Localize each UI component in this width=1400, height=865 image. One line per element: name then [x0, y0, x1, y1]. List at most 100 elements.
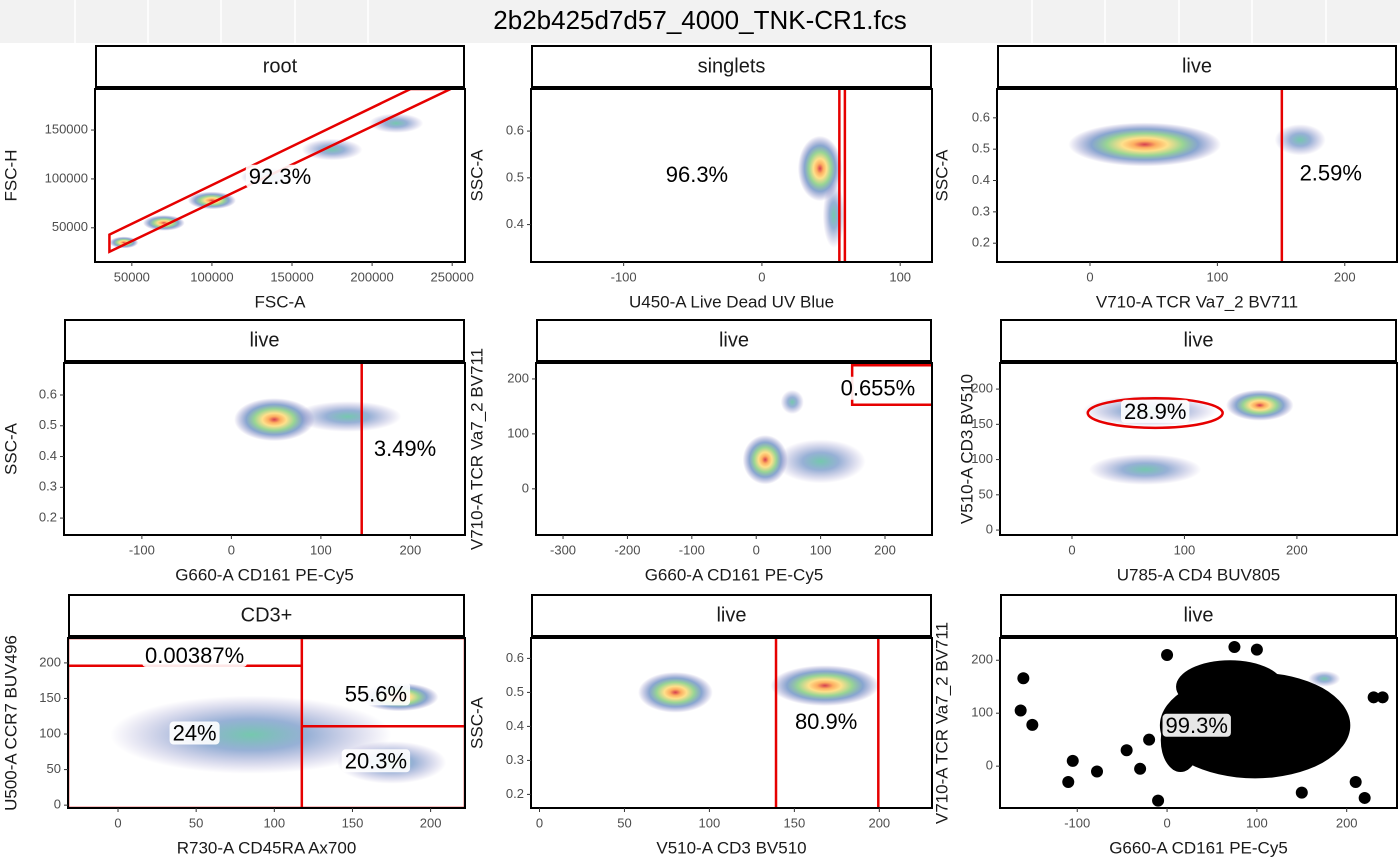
density-cluster: [780, 389, 804, 415]
x-tick-label: 100: [310, 542, 332, 557]
x-tick-label: 100: [1174, 542, 1196, 557]
x-tick-label: 200: [874, 542, 896, 557]
x-tick-label: 100: [889, 269, 911, 284]
y-tick-label: 100000: [45, 170, 88, 185]
event-point: [1376, 691, 1389, 704]
y-axis-title: SSC-A: [467, 696, 486, 749]
x-tick-label: 100: [1207, 269, 1229, 284]
density-cluster: [638, 672, 713, 713]
density-cluster: [143, 215, 185, 231]
y-tick-label: 0.5: [506, 684, 524, 699]
strip-box: [1000, 319, 1397, 362]
y-tick-label: 0.5: [972, 141, 990, 156]
x-tick-label: 0: [1068, 542, 1075, 557]
density-cluster: [1068, 122, 1222, 167]
annotation-bg: [142, 644, 248, 668]
y-tick-label: 0.4: [506, 718, 524, 733]
y-tick-label: 100: [39, 725, 61, 740]
x-axis-title: U785-A CD4 BUV805: [1117, 565, 1280, 584]
event-point: [1014, 704, 1027, 717]
y-tick-label: 0.5: [39, 417, 57, 432]
y-tick-label: 50: [979, 486, 993, 501]
y-tick-label: 200: [507, 370, 529, 385]
y-axis-title: FSC-H: [1, 150, 20, 202]
y-tick-label: 200: [39, 654, 61, 669]
density-cluster: [1308, 670, 1341, 687]
strip-box: [531, 594, 932, 637]
y-tick-label: 0.2: [39, 510, 57, 525]
density-cluster: [1088, 453, 1202, 485]
annotation: 3.49%: [374, 436, 436, 461]
x-tick-label: 100: [1246, 815, 1268, 830]
plot-area: [638, 638, 880, 808]
annotation-bg: [341, 682, 411, 706]
x-tick-label: 150000: [270, 269, 313, 284]
plot-border: [530, 88, 933, 263]
x-tick-label: 0: [536, 815, 543, 830]
density-cluster: [109, 236, 139, 249]
annotation: 99.3%: [1166, 713, 1228, 738]
event-point: [1228, 641, 1241, 654]
x-tick-label: 50: [189, 815, 203, 830]
x-tick-label: -100: [679, 542, 705, 557]
x-axis-title: G660-A CD161 PE-Cy5: [645, 565, 824, 584]
event-point: [1367, 691, 1380, 704]
plot-border: [999, 362, 1398, 536]
y-tick-label: 0.2: [972, 235, 990, 250]
plot-border: [94, 88, 466, 263]
strip-label: live: [1183, 329, 1213, 351]
x-tick-label: 100000: [190, 269, 233, 284]
strip-label: CD3+: [241, 604, 293, 626]
strip-box: [536, 319, 932, 362]
event-point: [1152, 794, 1165, 807]
density-cluster: [775, 439, 866, 484]
strip-box: [95, 45, 465, 88]
plot-border: [67, 637, 466, 809]
x-tick-label: 200000: [350, 269, 393, 284]
annotation-bg: [370, 437, 440, 461]
annotation: 55.6%: [345, 681, 407, 706]
density-cluster: [1274, 124, 1326, 156]
plot-area: [742, 363, 932, 485]
event-point: [1143, 733, 1156, 746]
plot-bg: [531, 89, 932, 262]
strip-box: [531, 45, 932, 88]
x-tick-label: 150: [342, 815, 364, 830]
density-cluster: [234, 398, 315, 442]
strip-box: [68, 594, 465, 637]
gate: [838, 89, 847, 262]
y-axis-title: V710-A TCR Va7_2 BV711: [932, 622, 951, 824]
x-tick-label: 150: [784, 815, 806, 830]
annotation: 96.3%: [666, 162, 728, 187]
plot-border: [996, 88, 1398, 263]
event-point: [1066, 754, 1079, 767]
annotation-bg: [662, 162, 732, 186]
y-tick-label: 200: [971, 381, 993, 396]
plot-border: [999, 637, 1398, 809]
density-cluster: [301, 138, 363, 161]
gate: [108, 89, 452, 254]
plot-area: [1068, 89, 1326, 262]
density-cluster: [110, 695, 392, 774]
x-tick-label: 200: [1286, 542, 1308, 557]
annotation: 0.00387%: [145, 643, 244, 668]
density-cluster: [294, 401, 402, 432]
y-axis-title: SSC-A: [1, 422, 20, 475]
x-tick-label: -100: [129, 542, 155, 557]
event-point: [1017, 672, 1030, 685]
density-cluster: [822, 182, 845, 248]
x-tick-label: -200: [614, 542, 640, 557]
strip-box: [1000, 594, 1397, 637]
event-point: [1358, 791, 1371, 804]
annotation-bg: [837, 376, 919, 400]
x-tick-label: -300: [550, 542, 576, 557]
y-axis-title: U500-A CCR7 BUV496: [1, 635, 20, 811]
y-tick-label: 0.3: [39, 479, 57, 494]
plot-border: [63, 362, 466, 536]
event-point: [1026, 718, 1039, 731]
plot-border: [530, 637, 933, 809]
y-tick-label: 50000: [52, 219, 88, 234]
density-cluster: [368, 113, 424, 133]
y-tick-label: 0: [986, 522, 993, 537]
y-tick-label: 0.6: [506, 123, 524, 138]
